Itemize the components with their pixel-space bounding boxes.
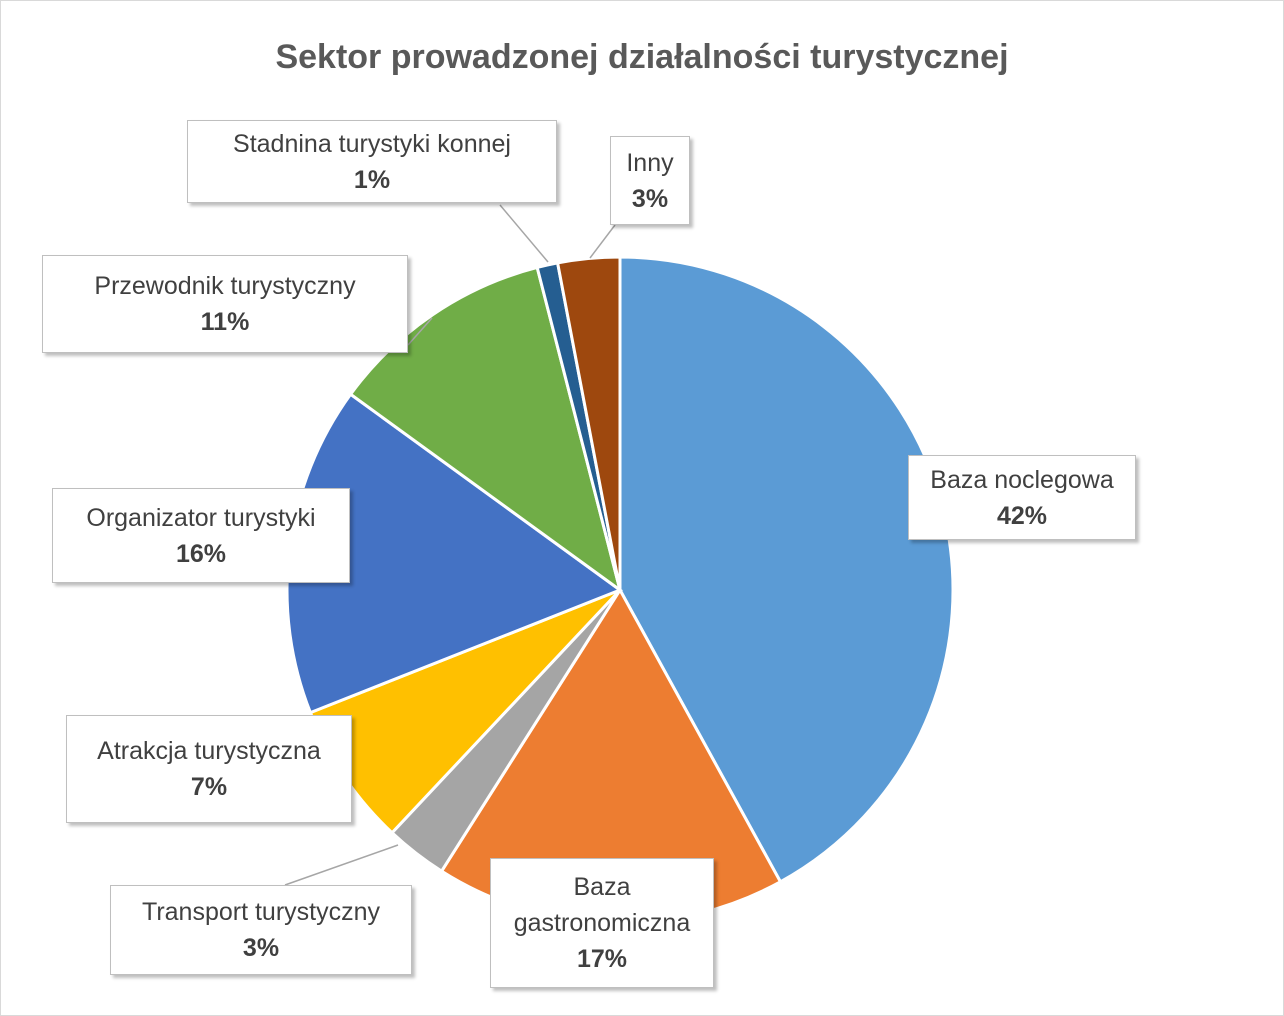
category-label: Atrakcja turystyczna (97, 737, 321, 765)
data-label: Przewodnik turystyczny 11% (42, 255, 408, 353)
data-label: Baza gastronomiczna 17% (490, 858, 714, 988)
leader-line (589, 224, 616, 259)
value-label: 3% (631, 184, 669, 213)
data-label: Inny 3% (610, 136, 690, 225)
leader-line (407, 317, 433, 346)
value-label: 11% (200, 308, 250, 336)
value-label: 3% (242, 934, 280, 962)
leader-line (499, 204, 549, 263)
category-label: Baza gastronomiczna (513, 873, 691, 937)
category-label: Przewodnik turystyczny (94, 272, 356, 300)
data-label: Atrakcja turystyczna 7% (66, 715, 352, 823)
leader-lines (284, 204, 616, 886)
data-label: Organizator turystyki 16% (52, 488, 350, 583)
category-label: Baza noclegowa (930, 465, 1114, 494)
category-label: Stadnina turystyki konnej (233, 129, 511, 158)
category-label: Transport turystyczny (141, 898, 381, 926)
data-label: Transport turystyczny 3% (110, 885, 412, 975)
value-label: 7% (190, 773, 228, 801)
category-label: Inny (626, 148, 674, 177)
leader-line (284, 844, 399, 886)
value-label: 16% (175, 539, 227, 568)
category-label: Organizator turystyki (86, 503, 316, 532)
value-label: 1% (353, 165, 391, 194)
data-label: Stadnina turystyki konnej 1% (187, 120, 557, 203)
value-label: 17% (576, 945, 628, 973)
pie-slice (348, 265, 623, 594)
value-label: 42% (996, 501, 1048, 530)
chart-title: Sektor prowadzonej działalności turystyc… (275, 38, 1009, 76)
data-label: Baza noclegowa 42% (908, 455, 1136, 540)
pie-slice (555, 255, 622, 591)
